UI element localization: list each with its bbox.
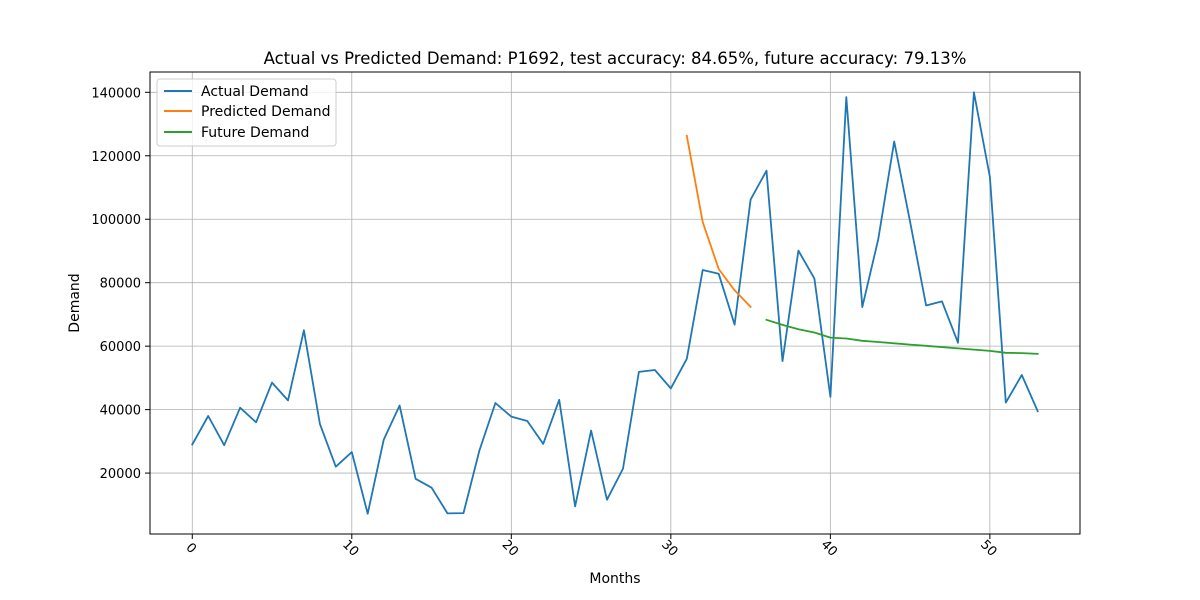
y-tick-label: 20000 <box>100 467 141 482</box>
legend-label-future: Future Demand <box>201 125 309 141</box>
x-axis-title: Months <box>589 571 640 587</box>
legend-box <box>156 78 337 147</box>
y-axis: 20000 40000 60000 80000 100000 120000 140000 <box>91 86 150 482</box>
legend: Actual Demand Predicted Demand Future De… <box>156 78 337 147</box>
y-tick-label: 40000 <box>100 404 141 419</box>
chart-title: Actual vs Predicted Demand: P1692, test … <box>264 49 967 68</box>
series-line-actual-demand <box>191 91 1039 515</box>
legend-label-predicted: Predicted Demand <box>201 104 331 120</box>
series-line-future-demand <box>765 318 1039 355</box>
y-tick-label: 80000 <box>100 277 141 292</box>
y-tick-label: 140000 <box>91 86 141 101</box>
plot-frame <box>149 71 1081 535</box>
series-layer <box>191 91 1039 515</box>
series-line-predicted-demand <box>685 134 752 309</box>
y-tick-label: 100000 <box>91 213 141 228</box>
legend-label-actual: Actual Demand <box>201 84 309 100</box>
y-tick-label: 120000 <box>91 150 141 165</box>
y-axis-title: Demand <box>67 273 83 332</box>
y-tick-label: 60000 <box>100 340 141 355</box>
